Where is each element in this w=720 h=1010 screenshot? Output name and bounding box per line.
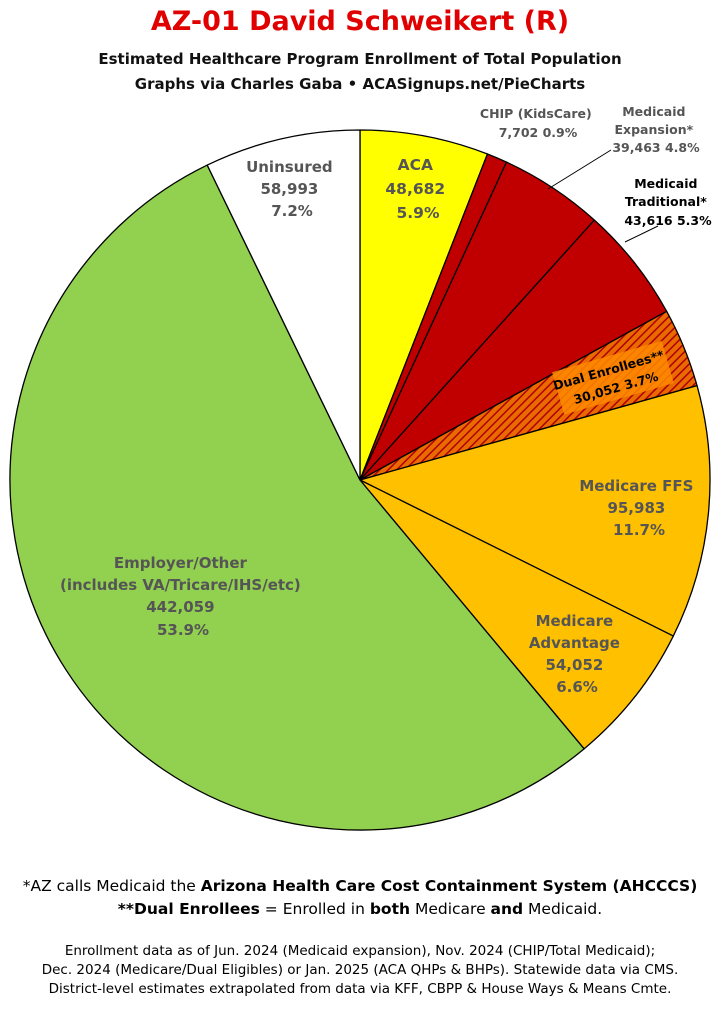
label-uninsured-value: 58,993 (260, 180, 318, 198)
label-chip-value: 7,702 0.9% (499, 125, 578, 140)
label-medicaid-traditional-name2: Traditional* (625, 194, 707, 209)
label-aca-value: 48,682 (385, 180, 445, 198)
label-medicare-advantage: Medicare Advantage 54,052 6.6% (529, 612, 625, 696)
chart-title: AZ-01 David Schweikert (R) (150, 6, 570, 37)
label-employer-name2: (includes VA/Tricare/IHS/etc) (60, 576, 301, 594)
label-employer-value: 442,059 (146, 598, 214, 616)
label-chip-name: CHIP (KidsCare) (480, 106, 592, 121)
label-uninsured-percent: 7.2% (271, 202, 313, 220)
label-medicaid-traditional-value: 43,616 5.3% (624, 213, 712, 228)
label-medicare-ffs-name: Medicare FFS (579, 477, 693, 495)
label-chip: CHIP (KidsCare) 7,702 0.9% (480, 106, 596, 140)
label-medicare-ffs-value: 95,983 (607, 499, 665, 517)
label-medicare-advantage-percent: 6.6% (556, 678, 598, 696)
label-medicare-advantage-name2: Advantage (529, 634, 620, 652)
label-employer-name: Employer/Other (114, 554, 248, 572)
footnote-ahcccs-name: Arizona Health Care Cost Containment Sys… (200, 877, 698, 895)
label-aca: ACA 48,682 5.9% (385, 156, 450, 222)
label-aca-name: ACA (398, 156, 433, 174)
chart-credit: Graphs via Charles Gaba • ACASignups.net… (134, 75, 586, 93)
footnote-ahcccs: *AZ calls Medicaid the Arizona Health Ca… (0, 877, 720, 895)
leader-line-medicaid-expansion (547, 149, 612, 190)
chart-subtitle: Estimated Healthcare Program Enrollment … (98, 50, 622, 68)
source-note-line3: District-level estimates extrapolated fr… (48, 981, 672, 997)
source-note-line2: Dec. 2024 (Medicare/Dual Eligibles) or J… (41, 962, 679, 978)
footnote-dual-text3: Medicaid. (523, 900, 603, 918)
footnote-dual-and: and (490, 900, 524, 918)
label-employer: Employer/Other (includes VA/Tricare/IHS/… (60, 554, 306, 639)
pie-slices (9, 129, 711, 831)
label-medicare-ffs-percent: 11.7% (613, 521, 665, 539)
footnote-dual-both: both (369, 900, 411, 918)
label-employer-percent: 53.9% (157, 621, 209, 639)
footnote-dual-text1: = Enrolled in (259, 900, 370, 918)
footnote-dual: **Dual Enrollees = Enrolled in both Medi… (0, 900, 720, 918)
label-medicaid-traditional: Medicaid Traditional* 43,616 5.3% (624, 176, 712, 228)
label-uninsured: Uninsured 58,993 7.2% (246, 158, 338, 220)
label-aca-percent: 5.9% (397, 204, 440, 222)
label-medicare-advantage-value: 54,052 (545, 656, 603, 674)
label-uninsured-name: Uninsured (246, 158, 333, 176)
label-medicaid-traditional-name: Medicaid (634, 176, 697, 191)
leader-line-medicaid-traditional (624, 225, 659, 243)
label-dual-background (552, 340, 674, 415)
pie-slice-medicare-ffs (359, 385, 711, 637)
label-medicaid-expansion: Medicaid Expansion* 39,463 4.8% (612, 104, 700, 155)
footnote-dual-term: **Dual Enrollees (117, 900, 260, 918)
label-medicaid-expansion-name: Medicaid (622, 104, 685, 119)
label-medicaid-expansion-value: 39,463 4.8% (612, 140, 700, 155)
source-note-line1: Enrollment data as of Jun. 2024 (Medicai… (64, 943, 656, 959)
pie-slice-medicare-advantage (359, 479, 674, 750)
label-medicare-advantage-name: Medicare (536, 612, 614, 630)
footnote-ahcccs-prefix: *AZ calls Medicaid the (22, 877, 201, 895)
pie-slice-uninsured (206, 129, 361, 481)
label-medicaid-expansion-name2: Expansion* (615, 122, 694, 137)
label-medicare-ffs: Medicare FFS 95,983 11.7% (579, 477, 698, 539)
pie-slice-aca (359, 129, 489, 481)
pie-slice-employer-other-includes-va-tricare-ihs-etc (9, 164, 585, 831)
leader-lines (547, 149, 659, 243)
footnote-dual-text2: Medicare (410, 900, 491, 918)
pie-chart: ACA 48,682 5.9% CHIP (KidsCare) 7,702 0.… (9, 104, 712, 831)
